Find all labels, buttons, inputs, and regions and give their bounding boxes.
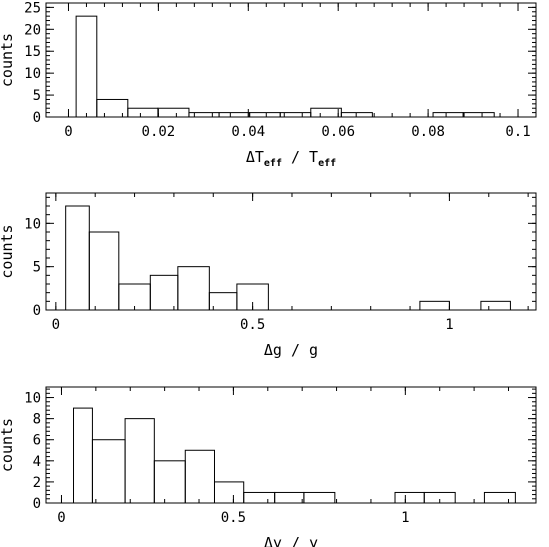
x-tick-label: 0 (57, 510, 65, 526)
y-tick-label: 5 (33, 260, 41, 276)
histogram-bar (310, 107, 342, 118)
x-tick-label: 0.1 (505, 124, 530, 140)
histogram-bar (153, 460, 186, 504)
y-axis-label: counts (0, 418, 16, 472)
histogram-bar (65, 205, 90, 311)
y-axis-label: counts (0, 224, 16, 278)
y-axis-label: counts (0, 33, 16, 87)
y-tick-label: 10 (24, 391, 41, 407)
histogram-bar (274, 491, 305, 504)
x-axis-label-subscript: eff (264, 158, 282, 169)
x-tick-label: 0 (64, 124, 72, 140)
plot-frame (45, 192, 537, 311)
y-tick-label: 0 (33, 303, 41, 319)
histogram-bar (218, 112, 251, 118)
histogram-bar (96, 98, 129, 118)
histogram-bar (188, 112, 220, 118)
x-axis-label-main: Δy / y (264, 534, 318, 547)
y-tick-label: 10 (24, 66, 41, 82)
x-tick-label: 1 (401, 510, 409, 526)
x-tick-label: 0.5 (240, 317, 265, 333)
histogram-bar (279, 112, 312, 118)
y-tick-label: 4 (33, 454, 41, 470)
histogram-bar (462, 112, 495, 118)
histogram-bar (243, 491, 276, 504)
x-tick-label: 0.04 (231, 124, 265, 140)
histogram-bar (213, 481, 245, 504)
x-axis-label-main: Δg / g (264, 341, 318, 359)
histogram-bar (303, 491, 336, 504)
y-tick-label: 10 (24, 216, 41, 232)
y-tick-label: 6 (33, 433, 41, 449)
x-tick-label: 1 (445, 317, 453, 333)
histogram-bar (91, 439, 126, 504)
histogram-bar (127, 107, 159, 118)
histogram-bar (480, 300, 511, 311)
y-tick-label: 0 (33, 496, 41, 512)
x-axis-label-subscript: eff (318, 158, 336, 169)
histogram-bar (394, 491, 425, 504)
histogram-bar (177, 266, 210, 311)
x-axis-label-main: ΔT (246, 148, 264, 166)
histogram-bar (73, 407, 93, 504)
x-tick-label: 0 (52, 317, 60, 333)
y-tick-label: 25 (24, 0, 41, 16)
plot-frame (45, 386, 537, 504)
x-axis-label: Δg / g (264, 341, 318, 359)
x-tick-label: 0.02 (142, 124, 176, 140)
y-tick-label: 15 (24, 44, 41, 60)
histogram-bar (184, 449, 215, 504)
histogram-bar (75, 15, 98, 118)
histogram-bar (88, 231, 120, 311)
histogram-bar (483, 491, 516, 504)
y-tick-label: 8 (33, 412, 41, 428)
y-tick-label: 2 (33, 475, 41, 491)
histogram-bar (419, 300, 450, 311)
x-axis-label: ΔTeff / Teff (246, 148, 336, 169)
histogram-bar (249, 112, 281, 118)
y-tick-label: 0 (33, 110, 41, 126)
x-axis-label-main: / T (282, 148, 318, 166)
x-tick-label: 0.5 (221, 510, 246, 526)
histogram-bar (124, 418, 155, 504)
x-tick-label: 0.08 (411, 124, 445, 140)
y-tick-label: 20 (24, 22, 41, 38)
histogram-bar (157, 107, 190, 118)
panel-teff-histogram: 0 0.02 0.04 0.06 0.08 0.10510152025countsΔTef… (0, 0, 537, 169)
y-tick-label: 5 (33, 88, 41, 104)
histogram-bar (149, 274, 179, 311)
x-tick-label: 0.06 (321, 124, 355, 140)
x-axis-label: Δy / y (264, 534, 318, 547)
histogram-bar (340, 112, 373, 118)
histogram-bar (432, 112, 464, 118)
